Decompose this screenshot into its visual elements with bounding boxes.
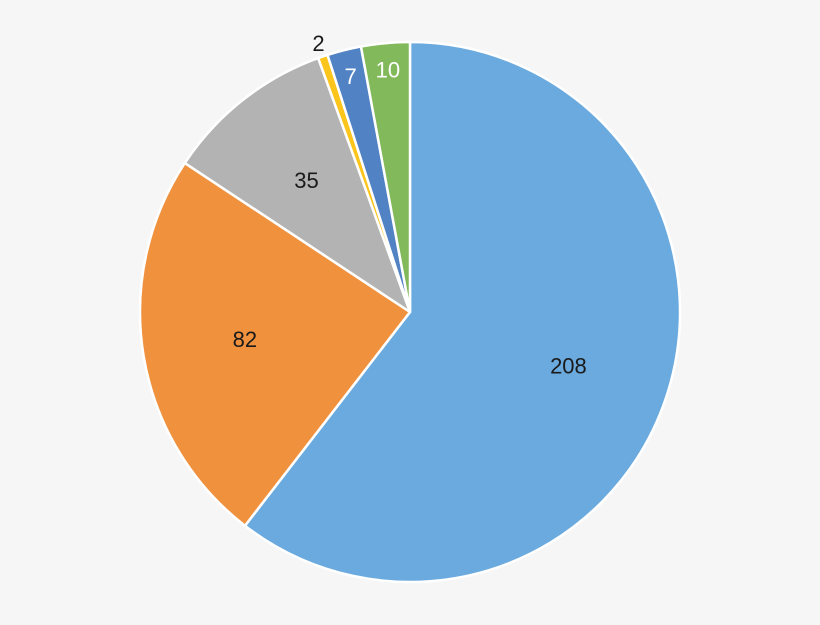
data-label-82: 82 [233,327,257,352]
pie-slice-208 [243,40,682,584]
data-label-35: 35 [294,168,318,193]
pie-slice-10 [359,40,412,314]
data-label-7: 7 [345,64,357,89]
pie-slice-82 [138,161,412,527]
data-label-10: 10 [376,58,400,83]
data-label-208: 208 [550,354,587,379]
pie-slices [138,40,682,584]
data-label-2: 2 [312,31,324,56]
pie-slice-35 [183,56,412,314]
pie-data-labels: 208 82 35 27 10 [233,31,587,378]
